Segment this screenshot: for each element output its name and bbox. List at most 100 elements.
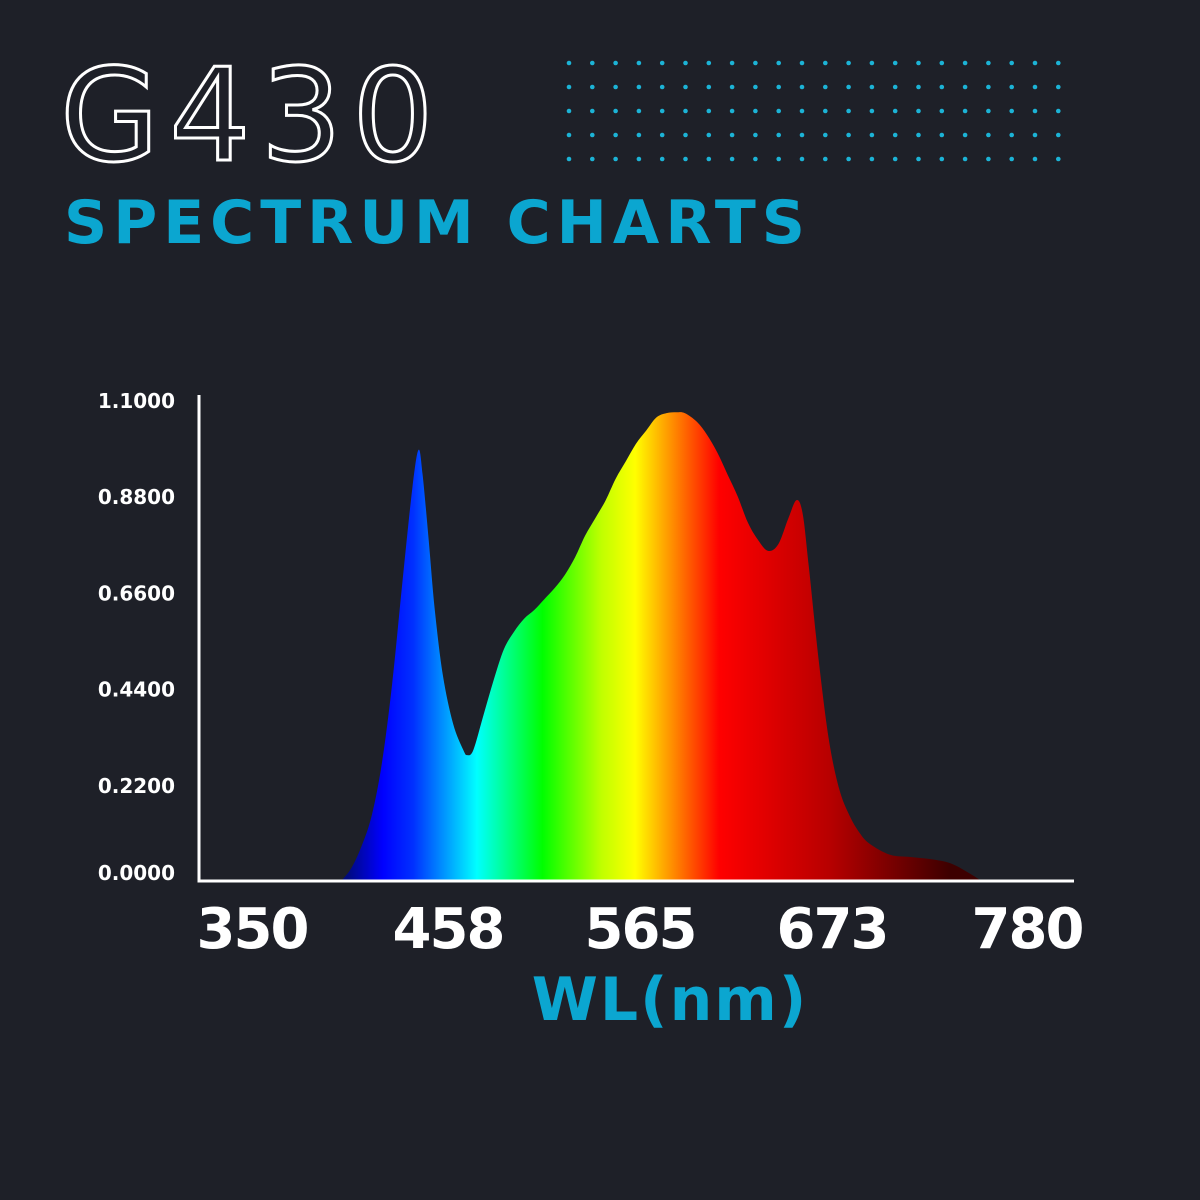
dot [962,60,968,66]
dot [986,156,991,162]
dot [823,156,828,162]
dot [590,60,595,66]
dot [753,156,758,162]
dot [636,84,642,90]
dot [659,108,665,114]
dot [1056,84,1061,90]
dot [916,132,921,138]
dot [1009,84,1014,90]
dot [846,108,851,114]
dot [892,156,898,162]
dot [1056,132,1061,138]
dot [729,60,735,66]
dot [869,108,875,114]
dot [1032,84,1038,90]
dot [916,60,921,66]
dot [1056,156,1061,162]
dot [776,108,781,114]
dot [892,84,898,90]
dot [846,60,851,66]
y-tick-label: 0.0000 [98,861,175,885]
dot [729,132,735,138]
dot [590,108,595,114]
dot [613,156,618,162]
dot [729,156,735,162]
dot [916,108,921,114]
dot [590,156,595,162]
y-tick-label: 0.2200 [98,774,175,798]
dot [613,108,618,114]
dot-grid-decoration [566,60,1061,162]
dot [846,156,851,162]
dot [869,132,875,138]
dot [566,132,572,138]
dot [729,84,735,90]
dot [683,84,688,90]
x-tick-label: 565 [585,897,696,962]
dot [1009,108,1014,114]
x-tick-label: 673 [777,897,888,962]
dot [613,132,618,138]
dot [753,60,758,66]
dot [613,84,618,90]
dot [1032,132,1038,138]
dot [986,60,991,66]
dot [799,84,805,90]
dot [659,84,665,90]
dot [659,156,665,162]
dot [590,132,595,138]
dot [892,132,898,138]
dot [962,108,968,114]
dot [986,84,991,90]
dot [939,132,945,138]
page-subtitle: SPECTRUM CHARTS [64,188,811,258]
dot [1032,60,1038,66]
dot [1009,60,1014,66]
dot [846,84,851,90]
dot [753,132,758,138]
dot [939,156,945,162]
dot [892,60,898,66]
dot [986,108,991,114]
dot [776,84,781,90]
spectrum-area [341,412,982,881]
x-axis-ticks: 350 458 565 673 780 [197,897,1085,962]
dot [823,108,828,114]
dot [636,132,642,138]
y-tick-label: 0.8800 [98,485,175,509]
model-title: G430 [59,41,436,181]
dot [776,132,781,138]
dot [799,60,805,66]
dot [869,156,875,162]
dot [962,132,968,138]
dot [799,156,805,162]
dot [776,60,781,66]
y-tick-label: 0.4400 [98,678,175,702]
dot [706,60,712,66]
dot [1009,156,1014,162]
y-axis-ticks: 1.1000 0.8800 0.6600 0.4400 0.2200 0.0000 [98,389,175,885]
dot [566,84,572,90]
x-tick-label: 780 [972,897,1083,962]
dot [1032,156,1038,162]
dot [962,156,968,162]
dot [706,132,712,138]
dot [916,156,921,162]
dot [683,60,688,66]
dot [823,132,828,138]
dot [1009,132,1014,138]
dot [869,60,875,66]
dot [636,60,642,66]
dot [566,108,572,114]
dot [683,156,688,162]
dot [892,108,898,114]
dot [729,108,735,114]
dot [1032,108,1038,114]
x-tick-label: 458 [393,897,504,962]
dot [636,156,642,162]
dot [916,84,921,90]
y-tick-label: 1.1000 [98,389,175,413]
dot [776,156,781,162]
dot [823,84,828,90]
dot [939,84,945,90]
